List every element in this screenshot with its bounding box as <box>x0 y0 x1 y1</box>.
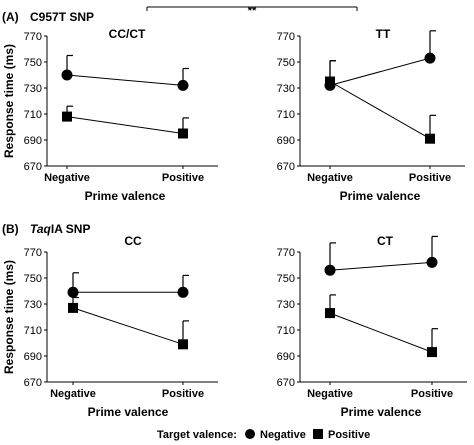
chart-title: CT <box>377 234 394 248</box>
x-axis-label: Prime valence <box>88 405 169 419</box>
chart-title: CC <box>124 234 142 248</box>
y-tick-label: 710 <box>24 109 42 121</box>
y-tick-label: 730 <box>24 299 42 311</box>
y-tick-label: 770 <box>24 31 42 43</box>
panel-b-snp-rest: IA SNP <box>51 222 91 236</box>
series-line-negative <box>66 74 184 86</box>
y-tick-label: 710 <box>277 109 295 121</box>
chart-cc-ct: CC/CT 670 690 710 730 750 770 Negative Positive P… <box>2 27 218 203</box>
y-tick-label: 670 <box>24 377 42 389</box>
y-tick-label: 670 <box>24 161 42 173</box>
y-tick-label: 670 <box>277 377 295 389</box>
x-axis-label: Prime valence <box>340 189 421 203</box>
series-line-positive <box>329 81 431 140</box>
data-point-square <box>427 347 437 358</box>
data-point-circle <box>177 286 189 298</box>
y-tick-label: 730 <box>24 83 42 95</box>
y-tick-label: 690 <box>277 351 295 363</box>
x-tick-label: Positive <box>162 172 204 184</box>
data-point-square <box>325 308 335 319</box>
y-tick-label: 730 <box>277 83 295 95</box>
chart-title: TT <box>376 27 391 41</box>
series-line-positive <box>66 116 184 134</box>
data-point-circle <box>424 52 436 64</box>
x-tick-label: Positive <box>162 388 204 400</box>
legend-circle-marker <box>245 429 255 439</box>
chart-ct: CT 670 690 710 730 750 770 Negative Positive Prim… <box>277 234 467 419</box>
legend: Target valence: Negative Positive <box>157 429 370 441</box>
panel-b-snp-italic: Taq <box>30 222 52 236</box>
y-tick-label: 750 <box>277 57 295 69</box>
y-tick-label: 750 <box>24 273 42 285</box>
legend-negative-label: Negative <box>260 429 306 441</box>
data-point-square <box>325 76 335 87</box>
legend-positive-label: Positive <box>328 429 370 441</box>
y-tick-label: 730 <box>277 299 295 311</box>
data-point-circle <box>426 256 438 268</box>
data-point-circle <box>67 286 79 298</box>
panel-b-label: (B) <box>2 222 19 236</box>
y-tick-label: 750 <box>277 273 295 285</box>
data-point-square <box>68 302 78 313</box>
y-tick-label: 750 <box>24 57 42 69</box>
legend-square-marker <box>313 429 323 439</box>
panel-a-snp: C957T SNP <box>30 10 94 24</box>
series-line-negative <box>329 57 431 86</box>
data-point-circle <box>324 264 336 276</box>
y-tick-label: 690 <box>24 351 42 363</box>
panel-a-label: (A) <box>2 10 19 24</box>
y-tick-label: 770 <box>277 31 295 43</box>
chart-cc: CC 670 690 710 730 750 770 Negative Positive Prim… <box>2 234 218 419</box>
x-axis-label: Prime valence <box>341 405 422 419</box>
x-tick-label: Negative <box>44 172 90 184</box>
y-tick-label: 690 <box>277 135 295 147</box>
y-tick-label: 710 <box>277 325 295 337</box>
panel-b-snp: TaqIA SNP <box>30 222 90 236</box>
data-point-square <box>178 339 188 350</box>
x-axis-label: Prime valence <box>85 189 166 203</box>
chart-title: CC/CT <box>109 27 146 41</box>
y-axis-label: Response time (ms) <box>2 260 16 374</box>
data-point-circle <box>61 69 73 81</box>
data-point-circle <box>177 79 189 91</box>
data-point-square <box>62 111 72 122</box>
y-tick-label: 710 <box>24 325 42 337</box>
data-point-square <box>425 133 435 144</box>
y-axis-label: Response time (ms) <box>2 44 16 158</box>
series-line-negative <box>329 261 433 271</box>
x-tick-label: Negative <box>307 172 353 184</box>
series-line-positive <box>72 307 184 345</box>
x-tick-label: Negative <box>50 388 96 400</box>
x-tick-label: Positive <box>409 172 451 184</box>
y-tick-label: 690 <box>24 135 42 147</box>
chart-tt: TT 670 690 710 730 750 770 Negative Positive Prim… <box>277 27 465 203</box>
legend-title: Target valence: <box>157 429 237 441</box>
y-tick-label: 770 <box>24 247 42 259</box>
series-line-positive <box>329 312 433 353</box>
y-tick-label: 670 <box>277 161 295 173</box>
x-tick-label: Negative <box>307 388 353 400</box>
significance-marker: ** <box>248 5 257 17</box>
x-tick-label: Positive <box>411 388 453 400</box>
data-point-square <box>178 128 188 139</box>
y-tick-label: 770 <box>277 247 295 259</box>
